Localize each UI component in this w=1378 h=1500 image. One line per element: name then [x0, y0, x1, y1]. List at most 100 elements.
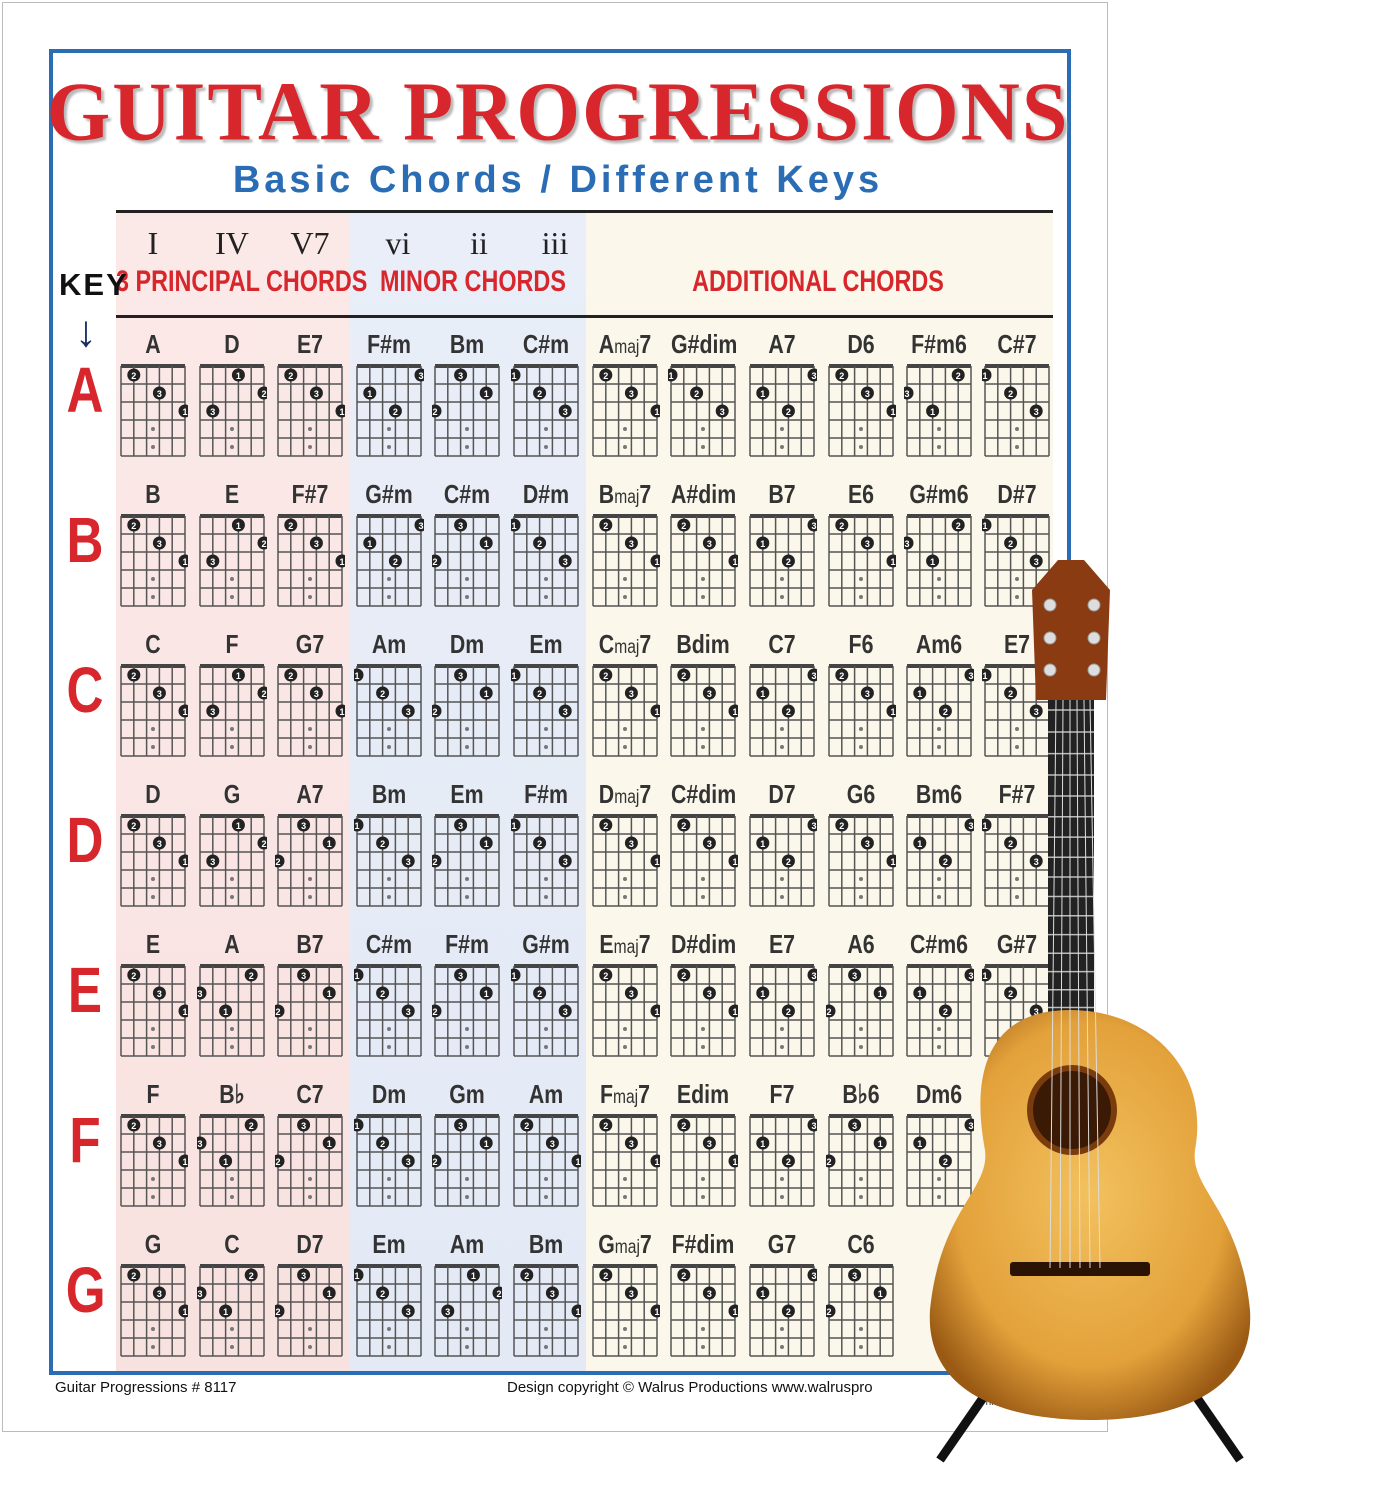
- chord-diagram: C7 1 2 3: [271, 1079, 349, 1209]
- svg-text:3: 3: [629, 689, 634, 699]
- chord-diagram: F 1 2 3: [114, 1079, 192, 1209]
- fretboard-grid: 1 2 3: [354, 964, 422, 1057]
- svg-text:1: 1: [484, 689, 489, 699]
- svg-text:2: 2: [537, 689, 542, 699]
- svg-text:3: 3: [629, 539, 634, 549]
- finger-dot: [520, 1268, 534, 1282]
- svg-text:1: 1: [732, 1157, 737, 1167]
- chord-name: F7: [769, 1079, 795, 1109]
- finger-dot: [599, 968, 613, 982]
- svg-text:2: 2: [839, 521, 844, 531]
- svg-text:1: 1: [930, 407, 935, 417]
- chord-name: G#dim: [671, 329, 738, 359]
- poster-subtitle: Basic Chords / Different Keys: [232, 159, 884, 201]
- svg-text:1: 1: [182, 1157, 187, 1167]
- chord-diagram: Am 1 2 3: [507, 1079, 585, 1209]
- svg-text:3: 3: [563, 707, 568, 717]
- finger-dot: [938, 1154, 952, 1168]
- svg-text:2: 2: [786, 557, 791, 567]
- svg-text:1: 1: [917, 839, 922, 849]
- chord-diagram: Am6 1 2 3: [900, 629, 978, 759]
- svg-text:1: 1: [471, 1271, 476, 1281]
- finger-dot: [728, 1304, 738, 1318]
- fretboard-grid: 1 2 3: [906, 814, 974, 907]
- fretboard-grid: 1 2 3: [828, 664, 896, 757]
- svg-text:2: 2: [380, 1139, 385, 1149]
- svg-text:3: 3: [811, 821, 816, 831]
- finger-dot: [309, 686, 323, 700]
- finger-dot: [1029, 854, 1043, 868]
- finger-dot: [376, 986, 390, 1000]
- key-D: D: [66, 804, 104, 876]
- finger-dot: [479, 1136, 493, 1150]
- svg-text:1: 1: [484, 389, 489, 399]
- chord-diagram: A#dim 1 2 3: [664, 479, 742, 609]
- finger-dot: [677, 1118, 691, 1132]
- chord-name: F: [146, 1079, 160, 1109]
- svg-text:2: 2: [786, 707, 791, 717]
- finger-dot: [257, 686, 267, 700]
- finger-dot: [964, 668, 974, 682]
- svg-text:1: 1: [236, 521, 241, 531]
- svg-text:1: 1: [890, 857, 895, 867]
- finger-dot: [807, 968, 817, 982]
- acoustic-guitar-icon: [929, 560, 1251, 1463]
- chord-name: Am: [371, 629, 407, 659]
- svg-text:3: 3: [563, 1007, 568, 1017]
- fretboard-grid: 1 2 3: [432, 814, 500, 907]
- finger-dot: [322, 1136, 336, 1150]
- svg-text:2: 2: [496, 1289, 501, 1299]
- finger-dot: [401, 1154, 415, 1168]
- finger-dot: [363, 386, 377, 400]
- key-E: E: [67, 954, 103, 1026]
- svg-text:1: 1: [484, 989, 489, 999]
- fretboard-grid: 1 2 3: [434, 1264, 502, 1357]
- chord-name: C7: [768, 629, 796, 659]
- svg-text:3: 3: [301, 1271, 306, 1281]
- svg-text:1: 1: [511, 821, 516, 831]
- chord-diagram: C#7 1 2 3: [978, 329, 1056, 459]
- finger-dot: [826, 1304, 836, 1318]
- chord-diagram: Fmaj7 1 2 3: [586, 1079, 664, 1209]
- fretboard-grid: 1 2 3: [120, 814, 188, 907]
- svg-text:1: 1: [182, 407, 187, 417]
- svg-text:2: 2: [943, 857, 948, 867]
- svg-text:2: 2: [826, 1007, 831, 1017]
- fretboard-grid: 1 2 3: [197, 1264, 265, 1357]
- finger-dot: [152, 1286, 166, 1300]
- finger-dot: [781, 404, 795, 418]
- finger-dot: [571, 1154, 581, 1168]
- svg-text:2: 2: [432, 1007, 437, 1017]
- finger-dot: [599, 368, 613, 382]
- chord-name: G#7: [996, 929, 1038, 959]
- fretboard-grid: 1 2 3: [670, 1264, 738, 1357]
- chord-diagram: A7 1 2 3: [743, 329, 821, 459]
- chord-name: A#dim: [671, 479, 737, 509]
- chord-name: Em: [372, 1229, 406, 1259]
- svg-text:1: 1: [982, 371, 987, 381]
- chord-name: D7: [768, 779, 796, 809]
- fretboard-grid: 1 2 3: [749, 364, 817, 457]
- svg-text:1: 1: [732, 857, 737, 867]
- svg-text:3: 3: [629, 989, 634, 999]
- svg-text:3: 3: [707, 689, 712, 699]
- finger-dot: [533, 536, 547, 550]
- svg-text:3: 3: [904, 539, 909, 549]
- finger-dot: [964, 1118, 974, 1132]
- fretboard-grid: 1 2 3: [904, 364, 972, 457]
- finger-dot: [728, 704, 738, 718]
- chord-diagram: G#m6 1 2 3: [900, 479, 978, 609]
- finger-dot: [860, 836, 874, 850]
- chord-diagram: Edim 1 2 3: [664, 1079, 742, 1209]
- finger-dot: [756, 686, 770, 700]
- fretboard-grid: 1 2 3: [906, 964, 974, 1057]
- svg-text:3: 3: [157, 389, 162, 399]
- svg-text:1: 1: [575, 1157, 580, 1167]
- svg-text:3: 3: [811, 1121, 816, 1131]
- finger-dot: [127, 1118, 141, 1132]
- chord-diagram: G 1 2 3: [193, 779, 271, 909]
- finger-dot: [244, 1118, 258, 1132]
- finger-dot: [650, 404, 660, 418]
- chord-diagram: A 1 2 3: [193, 929, 271, 1059]
- chord-name: G#m6: [909, 479, 969, 509]
